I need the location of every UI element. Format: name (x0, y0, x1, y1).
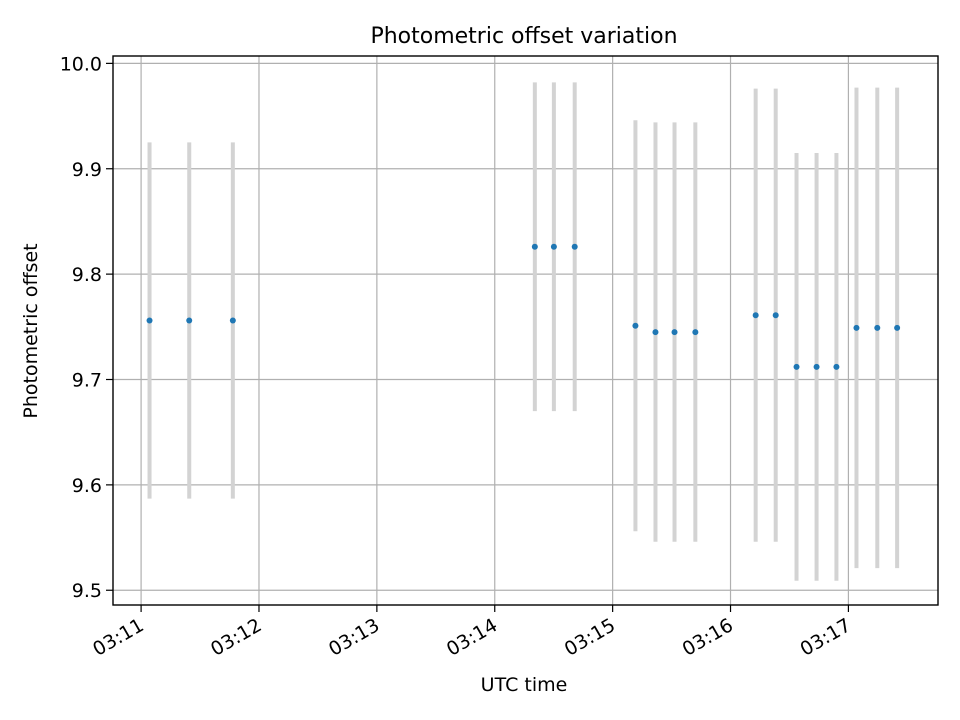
data-point (813, 363, 820, 370)
x-tick-label: 03:13 (325, 614, 383, 660)
data-point (894, 324, 901, 331)
x-tick-label: 03:15 (561, 614, 619, 660)
y-tick-label: 10.0 (60, 53, 102, 75)
grid-lines (113, 56, 938, 605)
axes: 03:11 03:12 03:13 03:14 03:15 03:16 03:17 9.5 9.… (60, 53, 939, 661)
x-tick-label: 03:12 (207, 614, 265, 660)
data-point (186, 317, 193, 324)
data-point (692, 329, 699, 336)
data-point (671, 329, 678, 336)
y-tick-label: 9.8 (72, 264, 102, 286)
data-point (632, 322, 639, 329)
data-point (550, 243, 557, 250)
plot-frame (112, 55, 939, 606)
data-point (571, 243, 578, 250)
chart-title: Photometric offset variation (370, 24, 677, 49)
x-axis-label: UTC time (481, 674, 568, 696)
data-point (752, 312, 759, 319)
data-point (229, 317, 236, 324)
y-tick-label: 9.5 (72, 580, 102, 602)
data-point (874, 324, 881, 331)
y-tick-label: 9.7 (72, 369, 102, 391)
data-point (833, 363, 840, 370)
data-point (652, 329, 659, 336)
y-tick-label: 9.9 (72, 159, 102, 181)
y-axis-label: Photometric offset (20, 243, 42, 418)
data-point (772, 312, 779, 319)
data-point (531, 243, 538, 250)
x-tick-label: 03:17 (796, 614, 854, 660)
x-tick-label: 03:14 (443, 614, 501, 660)
error-bars (147, 82, 900, 581)
data-points (146, 243, 901, 370)
y-tick-label: 9.6 (72, 475, 102, 497)
data-point (793, 363, 800, 370)
data-point (146, 317, 153, 324)
x-tick-label: 03:16 (679, 614, 737, 660)
x-tick-label: 03:11 (89, 614, 147, 660)
data-point (853, 324, 860, 331)
